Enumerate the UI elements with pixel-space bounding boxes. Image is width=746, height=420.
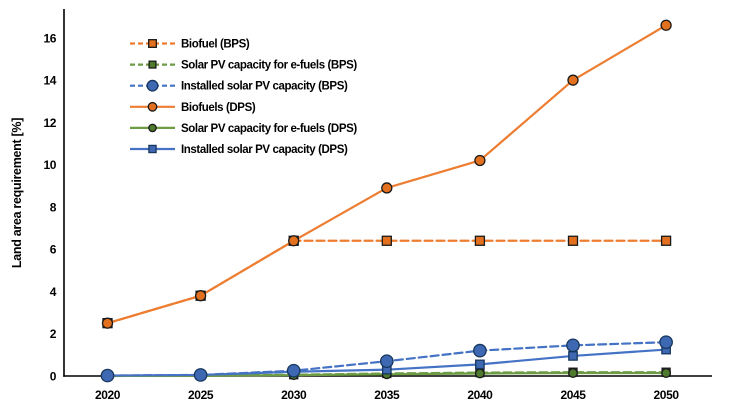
data-point-marker-installed-solar-pv-capacity-dps bbox=[148, 144, 157, 154]
x-tick-label: 2045 bbox=[560, 388, 586, 402]
y-tick-label: 4 bbox=[50, 285, 57, 299]
legend-label: Installed solar PV capacity (DPS) bbox=[181, 144, 348, 156]
x-tick-label: 2050 bbox=[654, 388, 680, 402]
legend-item-installed-solar-pv-capacity-dps: Installed solar PV capacity (DPS) bbox=[130, 144, 348, 156]
data-point-marker-solar-pv-capacity-for-e-fuels-dps bbox=[661, 368, 672, 378]
x-tick-label: 2035 bbox=[374, 388, 400, 402]
data-point-marker-installed-solar-pv-capacity-bps bbox=[286, 363, 301, 378]
data-point-marker-biofuels-dps bbox=[194, 290, 207, 302]
legend-item-solar-pv-capacity-for-e-fuels-dps: Solar PV capacity for e-fuels (DPS) bbox=[130, 123, 358, 135]
data-point-marker-biofuels-dps bbox=[101, 317, 114, 329]
series-markers-biofuel-bps bbox=[102, 235, 672, 329]
y-tick-label: 2 bbox=[50, 327, 57, 341]
x-tick-label: 2025 bbox=[188, 388, 214, 402]
y-tick-label: 12 bbox=[43, 116, 56, 130]
legend-label: Solar PV capacity for e-fuels (DPS) bbox=[181, 123, 357, 135]
x-axis-labels: 2020 2025 2030 2035 2040 2045 2050 bbox=[95, 388, 680, 402]
x-tick-label: 2020 bbox=[95, 388, 121, 402]
data-point-marker-biofuel-bps bbox=[474, 235, 486, 246]
legend-item-biofuel-bps: Biofuel (BPS) bbox=[130, 39, 250, 51]
data-point-marker-installed-solar-pv-capacity-bps bbox=[473, 343, 487, 358]
data-point-marker-solar-pv-capacity-for-e-fuels-dps bbox=[148, 123, 157, 133]
data-point-marker-solar-pv-capacity-for-e-fuels-dps bbox=[474, 368, 485, 379]
data-point-marker-installed-solar-pv-capacity-bps bbox=[100, 368, 115, 383]
legend-label: Installed solar PV capacity (BPS) bbox=[181, 81, 348, 93]
data-point-marker-biofuels-dps bbox=[288, 235, 300, 247]
series-markers-biofuels-dps bbox=[101, 19, 672, 329]
y-tick-label: 0 bbox=[50, 370, 57, 384]
data-point-marker-installed-solar-pv-capacity-bps bbox=[193, 368, 208, 382]
y-axis-labels: 0 2 4 6 8 10 12 14 16 bbox=[43, 31, 57, 384]
data-point-marker-biofuel-bps bbox=[567, 235, 579, 246]
legend: Biofuel (BPS) Solar PV capacity for e-fue… bbox=[130, 39, 358, 156]
data-point-marker-biofuels-dps bbox=[660, 19, 672, 31]
data-point-marker-installed-solar-pv-capacity-bps bbox=[566, 338, 580, 353]
y-tick-label: 6 bbox=[50, 243, 57, 257]
data-point-marker-installed-solar-pv-capacity-dps bbox=[568, 351, 578, 361]
y-tick-label: 8 bbox=[50, 200, 57, 214]
data-point-marker-biofuels-dps bbox=[381, 182, 393, 194]
data-point-marker-biofuels-dps bbox=[147, 101, 158, 112]
x-tick-label: 2040 bbox=[467, 388, 493, 402]
data-point-marker-biofuel-bps bbox=[660, 235, 672, 246]
data-point-marker-installed-solar-pv-capacity-bps bbox=[659, 335, 673, 350]
legend-label: Solar PV capacity for e-fuels (BPS) bbox=[181, 60, 357, 72]
data-point-marker-installed-solar-pv-capacity-bps bbox=[146, 79, 159, 92]
legend-label: Biofuel (BPS) bbox=[181, 39, 250, 51]
series-markers bbox=[100, 19, 673, 383]
data-point-marker-biofuel-bps bbox=[381, 235, 392, 246]
y-tick-label: 14 bbox=[43, 74, 56, 88]
y-tick-label: 16 bbox=[43, 31, 56, 45]
series-markers-installed-solar-pv-capacity-bps bbox=[100, 335, 673, 383]
data-point-marker-installed-solar-pv-capacity-bps bbox=[379, 354, 394, 369]
legend-item-biofuels-dps: Biofuels (DPS) bbox=[130, 102, 256, 114]
data-point-marker-solar-pv-capacity-for-e-fuels-dps bbox=[568, 368, 578, 378]
y-tick-label: 10 bbox=[43, 158, 56, 172]
data-point-marker-installed-solar-pv-capacity-dps bbox=[475, 359, 485, 370]
legend-item-solar-pv-capacity-for-e-fuels-bps: Solar PV capacity for e-fuels (BPS) bbox=[130, 60, 358, 72]
y-axis-title: Land area requirement [%] bbox=[10, 118, 24, 268]
x-tick-label: 2030 bbox=[281, 388, 307, 402]
data-point-marker-biofuels-dps bbox=[567, 74, 579, 86]
legend-item-installed-solar-pv-capacity-bps: Installed solar PV capacity (BPS) bbox=[130, 79, 348, 93]
legend-label: Biofuels (DPS) bbox=[181, 102, 256, 114]
data-point-marker-biofuel-bps bbox=[148, 39, 157, 48]
data-point-marker-biofuels-dps bbox=[474, 154, 486, 167]
series-lines bbox=[106, 24, 668, 378]
data-point-marker-solar-pv-capacity-for-e-fuels-bps bbox=[148, 60, 157, 69]
series-line-biofuel-bps bbox=[106, 239, 668, 325]
